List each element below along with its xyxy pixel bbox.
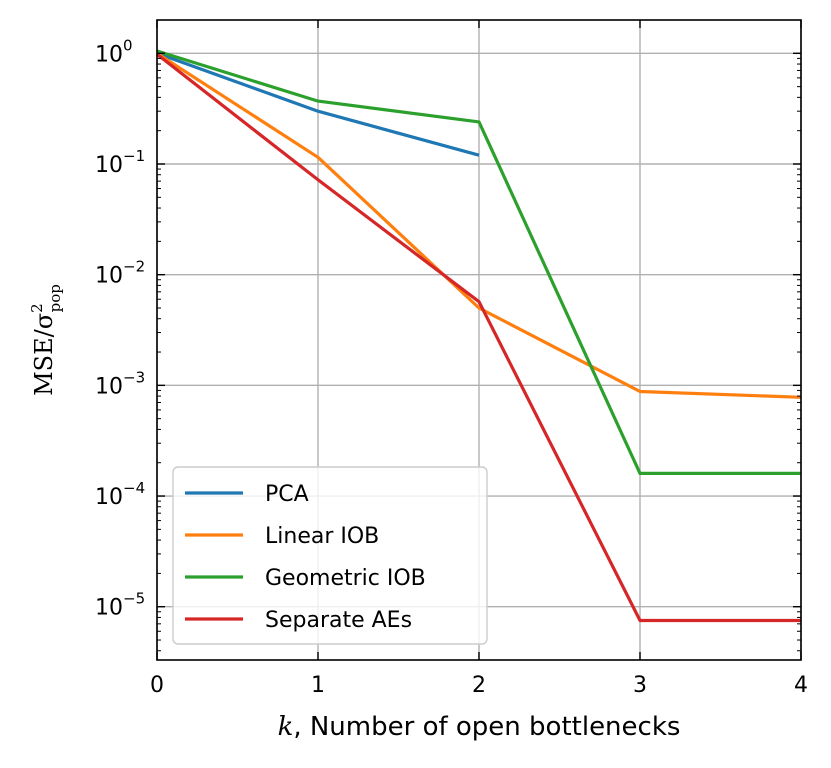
x-axis-label: k, Number of open bottlenecks	[278, 712, 681, 742]
legend-label: Separate AEs	[265, 608, 412, 633]
y-tick-base: 10	[95, 485, 123, 510]
y-tick-exponent: −4	[123, 479, 145, 497]
y-axis-label-sub: pop	[46, 284, 64, 312]
legend-box	[172, 466, 488, 645]
y-tick-base: 10	[95, 374, 123, 399]
y-axis-label: MSE/σ2pop	[28, 284, 64, 396]
y-tick-base: 10	[95, 264, 123, 289]
y-tick-exponent: −1	[123, 147, 145, 165]
y-tick-label: 10−4	[95, 479, 145, 510]
x-tick-label: 4	[794, 673, 808, 698]
ticks	[156, 19, 802, 660]
legend: PCA Linear IOB Geometric IOB Separate AEs	[172, 466, 488, 645]
y-tick-label: 10−5	[95, 590, 145, 621]
y-tick-base: 10	[95, 42, 123, 67]
x-tick-labels: 0 1 2 3 4	[150, 673, 808, 698]
y-tick-exponent: 0	[123, 36, 133, 54]
x-tick-label: 1	[311, 673, 325, 698]
series-line-pca	[156, 51, 480, 157]
y-tick-exponent: −5	[123, 590, 145, 608]
y-tick-label: 100	[95, 36, 133, 67]
legend-label: Geometric IOB	[265, 566, 426, 591]
x-tick-label: 0	[150, 673, 164, 698]
y-tick-base: 10	[95, 596, 123, 621]
y-axis-label-sup: 2	[28, 303, 46, 313]
legend-label: Linear IOB	[265, 524, 379, 549]
y-axis-label-main: MSE/σ	[30, 313, 58, 396]
x-tick-label: 2	[472, 673, 486, 698]
x-tick-label: 3	[633, 673, 647, 698]
y-tick-exponent: −2	[123, 258, 145, 276]
series-line-geometric-iob	[156, 49, 801, 475]
y-tick-base: 10	[95, 153, 123, 178]
y-tick-label: 10−3	[95, 368, 145, 399]
x-axis-label-variable: k	[278, 712, 294, 742]
legend-label: PCA	[265, 482, 309, 507]
y-tick-label: 10−1	[95, 147, 145, 178]
series-lines	[156, 49, 802, 623]
x-axis-label-text: , Number of open bottlenecks	[293, 712, 680, 742]
y-tick-exponent: −3	[123, 368, 145, 386]
series-line-separate-aes	[156, 53, 801, 623]
y-tick-label: 10−2	[95, 258, 145, 289]
series-line-linear-iob	[156, 51, 802, 399]
